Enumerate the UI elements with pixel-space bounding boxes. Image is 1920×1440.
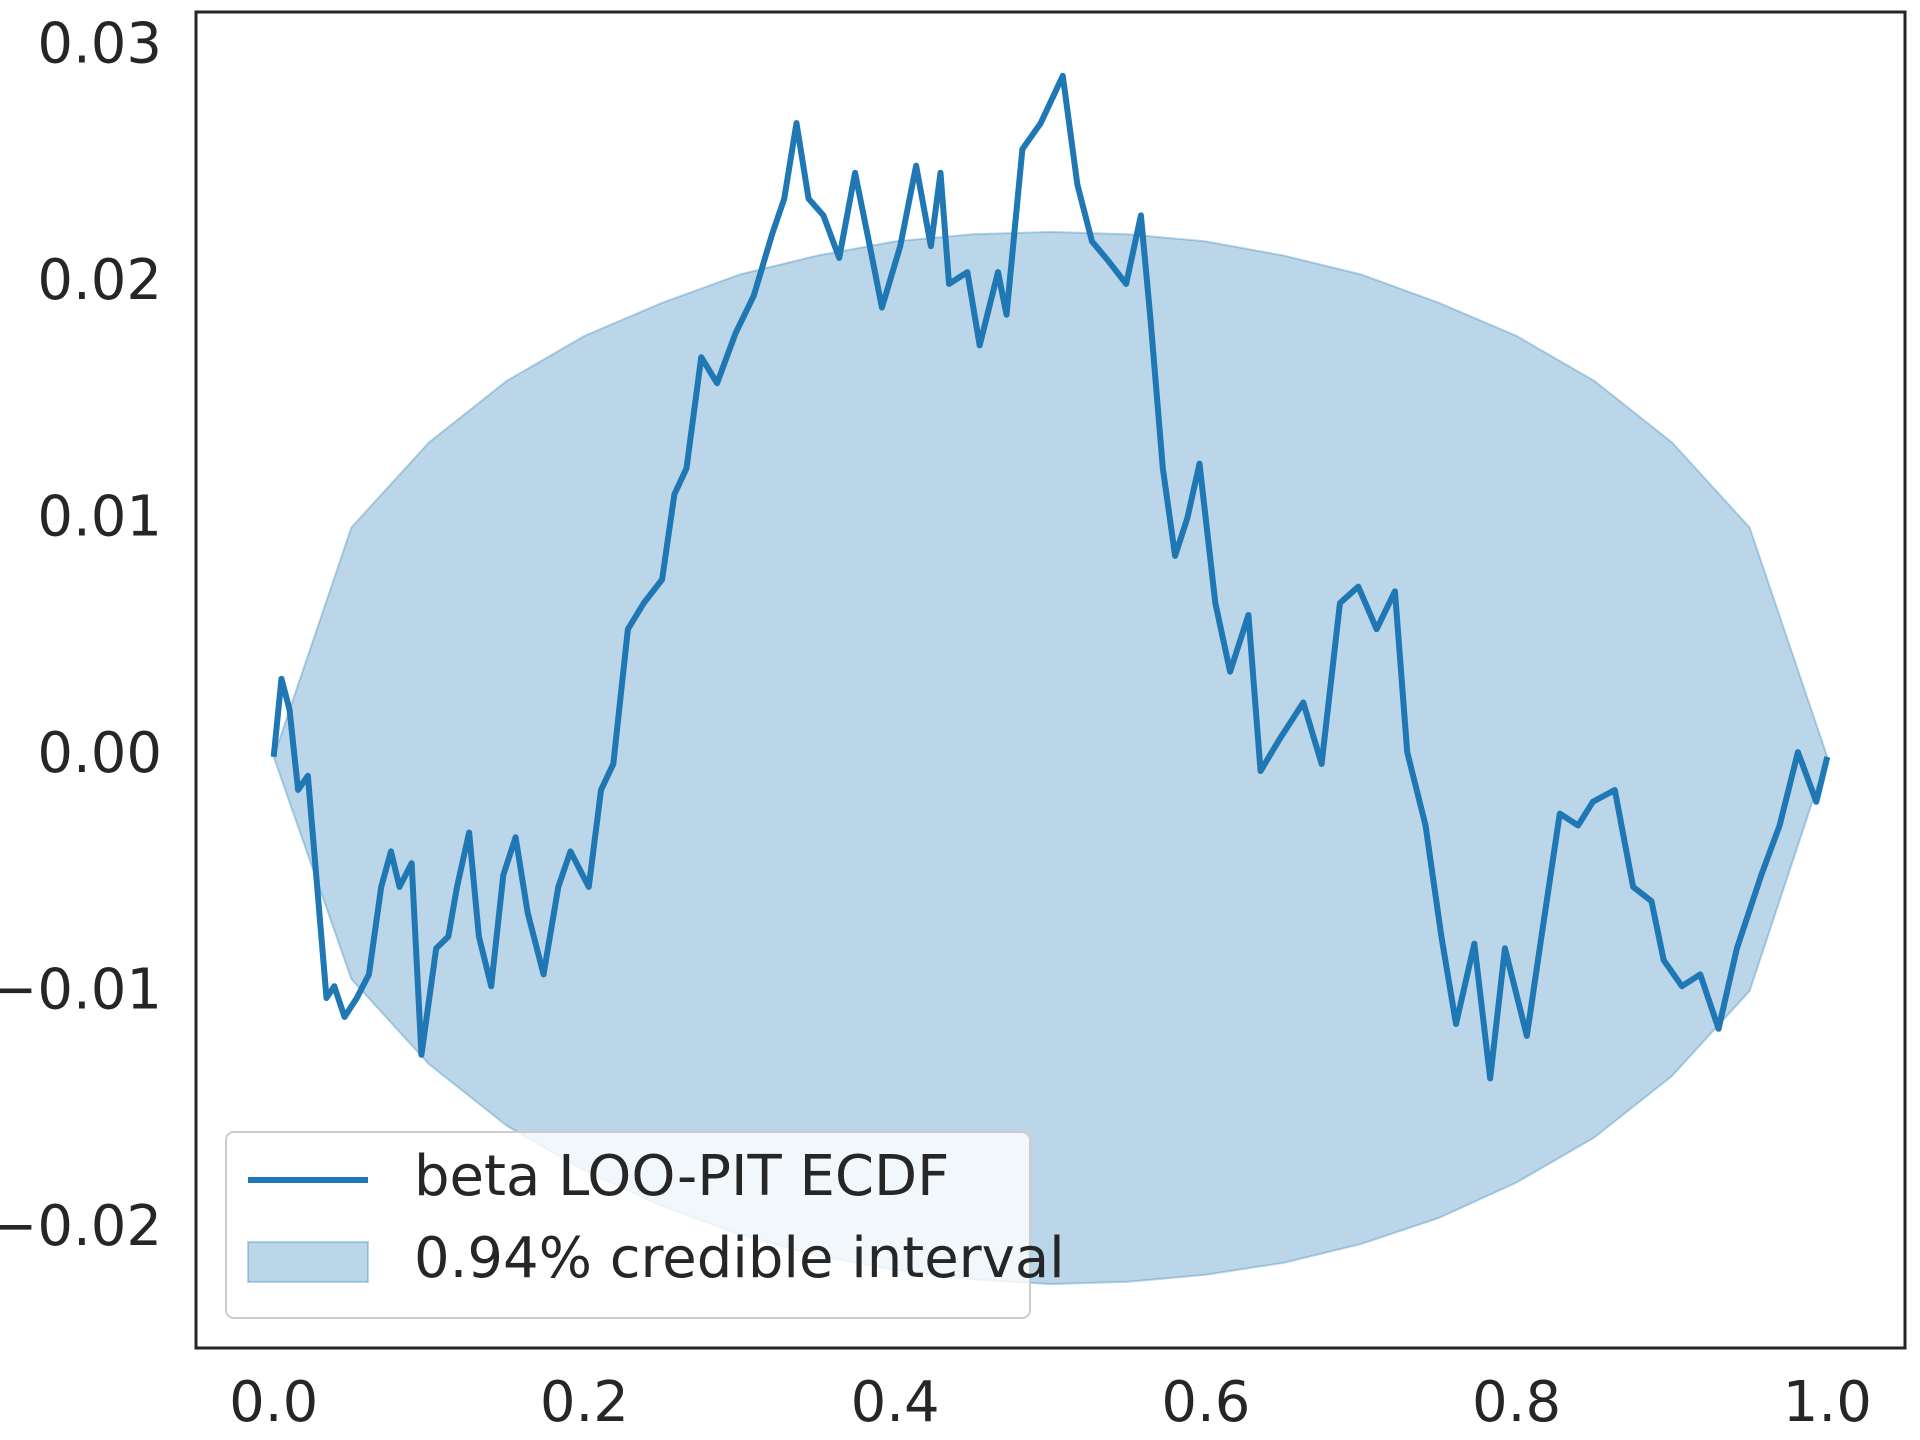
y-tick-label: −0.02 <box>0 1194 162 1259</box>
legend-patch <box>247 1241 369 1283</box>
legend-box <box>225 1131 1031 1319</box>
x-tick-label: 0.0 <box>229 1370 318 1435</box>
legend-label: 0.94% credible interval <box>414 1226 1065 1291</box>
x-tick-label: 1.0 <box>1783 1370 1872 1435</box>
credible-band <box>272 230 1829 1286</box>
legend: beta LOO-PIT ECDF 0.94% credible interval <box>225 1131 1065 1319</box>
ecdf-line <box>270 72 1831 1082</box>
y-tick-label: 0.02 <box>37 248 162 313</box>
y-tick-label: 0.01 <box>37 485 162 550</box>
x-tick-label: 0.4 <box>851 1370 940 1435</box>
x-tick-label: 0.6 <box>1161 1370 1250 1435</box>
x-tick-label: 0.8 <box>1472 1370 1561 1435</box>
legend-label: beta LOO-PIT ECDF <box>414 1144 949 1209</box>
x-tick-label: 0.2 <box>540 1370 629 1435</box>
y-tick-label: −0.01 <box>0 957 162 1022</box>
plot-frame <box>194 10 1907 1350</box>
y-tick-label: 0.03 <box>37 12 162 77</box>
y-tick-label: 0.00 <box>37 721 162 786</box>
